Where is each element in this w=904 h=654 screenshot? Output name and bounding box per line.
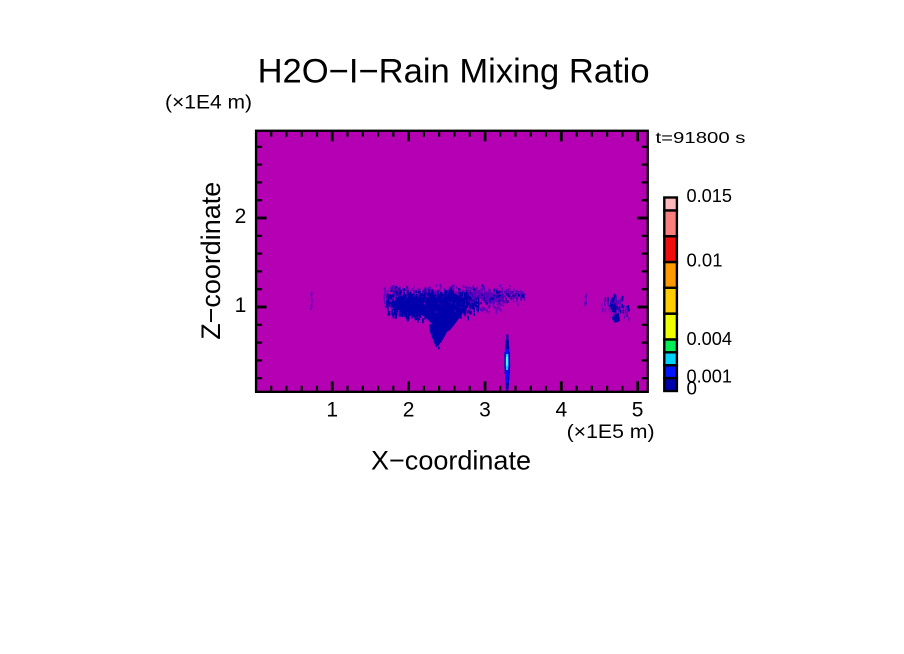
- svg-text:(×1E5 m): (×1E5 m): [567, 422, 655, 443]
- svg-text:2: 2: [403, 399, 415, 422]
- svg-text:H2O−I−Rain Mixing Ratio: H2O−I−Rain Mixing Ratio: [258, 52, 650, 90]
- svg-text:4: 4: [555, 399, 567, 422]
- svg-text:1: 1: [326, 399, 338, 422]
- svg-text:0.01: 0.01: [687, 250, 723, 271]
- svg-text:0: 0: [687, 378, 697, 399]
- svg-text:t=91800 s: t=91800 s: [656, 130, 746, 147]
- svg-text:3: 3: [479, 399, 491, 422]
- svg-text:Z−coordinate: Z−coordinate: [196, 182, 226, 340]
- svg-text:5: 5: [632, 399, 644, 422]
- svg-text:X−coordinate: X−coordinate: [371, 446, 531, 476]
- svg-text:(×1E4 m): (×1E4 m): [165, 93, 252, 114]
- svg-text:1: 1: [235, 294, 247, 317]
- svg-text:0.001: 0.001: [687, 366, 733, 387]
- svg-text:0.015: 0.015: [687, 185, 733, 206]
- svg-text:0.004: 0.004: [687, 328, 733, 349]
- svg-text:2: 2: [235, 205, 247, 228]
